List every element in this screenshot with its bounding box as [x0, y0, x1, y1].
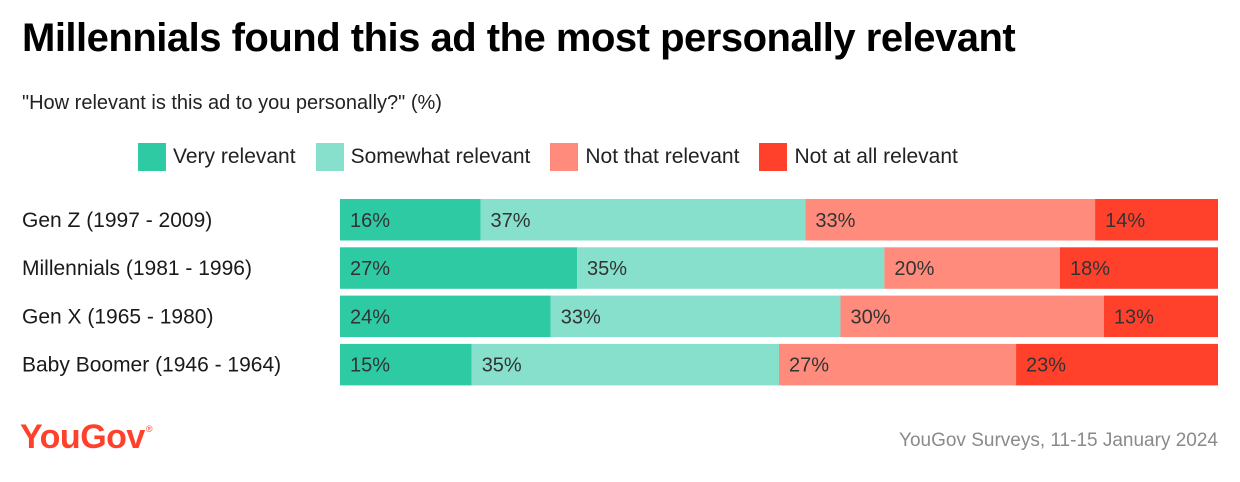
legend-item-somewhat-relevant: Somewhat relevant — [315, 143, 531, 171]
chart-subtitle: "How relevant is this ad to you personal… — [22, 92, 442, 114]
legend-label-somewhat-relevant: Somewhat relevant — [350, 145, 531, 168]
data-label-gen-z-1997-2009-not-at-all-relevant: 14% — [1105, 210, 1145, 232]
bar-gen-x-1965-1980-very-relevant — [340, 295, 551, 338]
data-label-millennials-1981-1996-not-at-all-relevant: 18% — [1070, 258, 1110, 280]
legend-label-not-that-relevant: Not that relevant — [585, 145, 740, 168]
legend-swatch-somewhat-relevant — [315, 143, 344, 171]
data-label-baby-boomer-1946-1964-somewhat-relevant: 35% — [482, 355, 522, 377]
bar-gen-z-1997-2009-not-that-relevant — [805, 199, 1096, 241]
legend-label-not-at-all-relevant: Not at all relevant — [794, 145, 958, 168]
legend-item-not-that-relevant: Not that relevant — [550, 143, 739, 171]
legend-swatch-not-that-relevant — [550, 143, 579, 171]
data-label-gen-z-1997-2009-somewhat-relevant: 37% — [490, 210, 530, 232]
data-label-gen-z-1997-2009-not-that-relevant: 33% — [815, 210, 855, 232]
row-label-gen-z-1997-2009: Gen Z (1997 - 2009) — [22, 209, 212, 232]
legend-item-not-at-all-relevant: Not at all relevant — [759, 143, 958, 171]
legend: Very relevant Somewhat relevant Not that… — [138, 143, 978, 171]
row-label-baby-boomer-1946-1964: Baby Boomer (1946 - 1964) — [22, 354, 281, 377]
bar-baby-boomer-1946-1964-somewhat-relevant — [471, 343, 779, 386]
legend-item-very-relevant: Very relevant — [138, 143, 296, 171]
data-label-gen-x-1965-1980-not-at-all-relevant: 13% — [1114, 306, 1154, 328]
bar-millennials-1981-1996-not-that-relevant — [884, 247, 1060, 289]
bar-gen-z-1997-2009-very-relevant — [340, 199, 481, 241]
row-label-gen-x-1965-1980: Gen X (1965 - 1980) — [22, 305, 213, 328]
yougov-logo: YouGov® — [20, 418, 152, 457]
data-label-baby-boomer-1946-1964-very-relevant: 15% — [350, 355, 390, 377]
bar-millennials-1981-1996-not-at-all-relevant — [1059, 247, 1218, 289]
chart-title: Millennials found this ad the most perso… — [22, 16, 1016, 60]
legend-label-very-relevant: Very relevant — [173, 145, 296, 168]
bar-millennials-1981-1996-very-relevant — [340, 247, 578, 289]
data-label-gen-x-1965-1980-not-that-relevant: 30% — [850, 306, 890, 328]
data-label-baby-boomer-1946-1964-not-that-relevant: 27% — [789, 355, 829, 377]
legend-swatch-very-relevant — [138, 143, 166, 171]
bar-baby-boomer-1946-1964-not-at-all-relevant — [1016, 343, 1218, 386]
data-label-gen-z-1997-2009-very-relevant: 16% — [350, 210, 390, 232]
bar-gen-z-1997-2009-somewhat-relevant — [480, 199, 806, 241]
data-label-millennials-1981-1996-somewhat-relevant: 35% — [587, 258, 627, 280]
data-label-gen-x-1965-1980-somewhat-relevant: 33% — [561, 306, 601, 328]
logo-registered-mark: ® — [145, 424, 153, 434]
row-label-millennials-1981-1996: Millennials (1981 - 1996) — [22, 257, 252, 280]
data-label-millennials-1981-1996-very-relevant: 27% — [350, 258, 390, 280]
bar-gen-z-1997-2009-not-at-all-relevant — [1095, 199, 1218, 241]
bar-gen-x-1965-1980-somewhat-relevant — [550, 295, 841, 338]
source-note: YouGov Surveys, 11-15 January 2024 — [899, 430, 1218, 451]
bar-gen-x-1965-1980-not-at-all-relevant — [1103, 295, 1218, 338]
bar-millennials-1981-1996-somewhat-relevant — [577, 247, 885, 289]
bar-baby-boomer-1946-1964-not-that-relevant — [779, 343, 1017, 386]
data-label-baby-boomer-1946-1964-not-at-all-relevant: 23% — [1026, 355, 1066, 377]
data-label-gen-x-1965-1980-very-relevant: 24% — [350, 306, 390, 328]
legend-swatch-not-at-all-relevant — [759, 143, 788, 171]
data-label-millennials-1981-1996-not-that-relevant: 20% — [894, 258, 934, 280]
logo-text: YouGov — [20, 418, 145, 456]
bar-baby-boomer-1946-1964-very-relevant — [340, 343, 472, 386]
bar-gen-x-1965-1980-not-that-relevant — [840, 295, 1104, 338]
